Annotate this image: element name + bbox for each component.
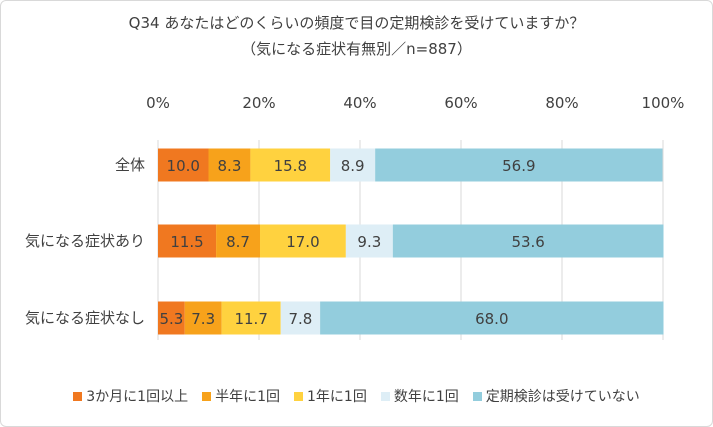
legend-label: 数年に1回 bbox=[393, 389, 459, 405]
category-label: 気になる症状あり bbox=[25, 232, 145, 250]
legend-swatch bbox=[380, 391, 390, 401]
data-label: 68.0 bbox=[475, 310, 508, 328]
bar-segment bbox=[216, 224, 261, 258]
bar-segment bbox=[158, 148, 209, 182]
bar-segment bbox=[260, 224, 346, 258]
legend-item: 半年に1回 bbox=[202, 386, 280, 406]
data-label: 56.9 bbox=[502, 157, 535, 175]
data-label: 7.3 bbox=[191, 310, 215, 328]
x-tick-label: 40% bbox=[343, 94, 376, 112]
bar-segment bbox=[392, 224, 664, 258]
bar-segment bbox=[158, 224, 217, 258]
legend-label: 1年に1回 bbox=[307, 389, 367, 405]
data-label: 10.0 bbox=[167, 157, 200, 175]
data-label: 8.9 bbox=[341, 157, 365, 175]
data-label: 53.6 bbox=[511, 233, 544, 251]
chart-title: Q34 あなたはどのくらいの頻度で目の定期検診を受けていますか？ bbox=[128, 14, 585, 32]
chart-legend: 3か月に1回以上 半年に1回 1年に1回 数年に1回 定期検診は受けていない bbox=[0, 386, 713, 406]
legend-swatch bbox=[294, 391, 303, 401]
legend-item: 定期検診は受けていない bbox=[472, 386, 640, 406]
bar-segment bbox=[250, 148, 331, 182]
bar-segment bbox=[280, 301, 321, 335]
legend-item: 3か月に1回以上 bbox=[73, 386, 188, 406]
x-tick-label: 0% bbox=[146, 94, 170, 112]
category-label: 全体 bbox=[115, 156, 145, 174]
legend-label: 3か月に1回以上 bbox=[86, 389, 189, 405]
legend-label: 半年に1回 bbox=[215, 389, 280, 405]
bar-segment bbox=[375, 148, 663, 182]
data-label: 11.5 bbox=[170, 233, 203, 251]
x-tick-label: 20% bbox=[242, 94, 275, 112]
legend-swatch bbox=[73, 391, 83, 401]
bar-segment bbox=[184, 301, 222, 335]
category-label: 気になる症状なし bbox=[25, 309, 145, 327]
x-tick-label: 80% bbox=[545, 94, 578, 112]
bar-segment bbox=[345, 224, 393, 258]
bar-segment bbox=[158, 301, 185, 335]
data-label: 8.7 bbox=[226, 233, 250, 251]
bar-segment bbox=[330, 148, 376, 182]
legend-swatch bbox=[202, 391, 212, 401]
data-label: 17.0 bbox=[286, 233, 319, 251]
x-tick-label: 60% bbox=[444, 94, 477, 112]
data-label: 15.8 bbox=[274, 157, 307, 175]
legend-swatch bbox=[472, 391, 482, 401]
x-tick-label: 100% bbox=[642, 94, 685, 112]
bar-segment bbox=[320, 301, 664, 335]
legend-label: 定期検診は受けていない bbox=[485, 389, 640, 405]
bar-segment bbox=[208, 148, 251, 182]
data-label: 9.3 bbox=[357, 233, 381, 251]
data-label: 11.7 bbox=[234, 310, 267, 328]
legend-item: 数年に1回 bbox=[380, 386, 459, 406]
data-label: 5.3 bbox=[159, 310, 183, 328]
data-label: 7.8 bbox=[288, 310, 312, 328]
chart-subtitle: （気になる症状有無別／n=887） bbox=[241, 40, 472, 58]
data-label: 8.3 bbox=[218, 157, 242, 175]
bar-segment bbox=[221, 301, 281, 335]
legend-item: 1年に1回 bbox=[294, 386, 367, 406]
